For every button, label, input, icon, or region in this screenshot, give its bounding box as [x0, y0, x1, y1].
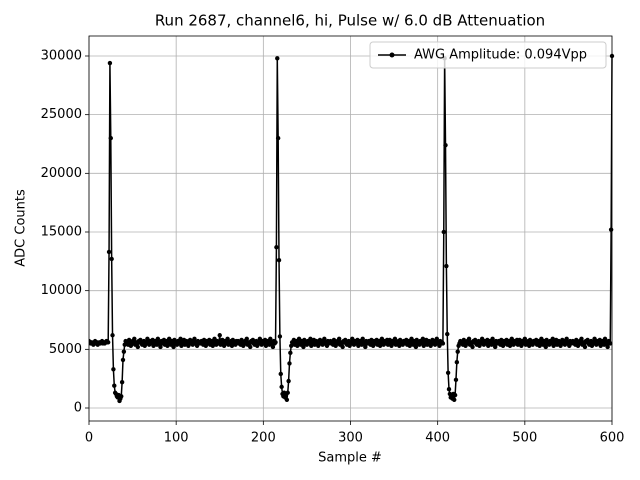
y-tick-label: 5000	[49, 342, 82, 357]
legend-box	[369, 41, 607, 69]
data-point	[275, 56, 280, 61]
data-point	[445, 331, 450, 337]
x-tick-label: 400	[425, 431, 450, 446]
data-point	[106, 249, 112, 255]
y-tick-label: 0	[74, 400, 82, 415]
data-point	[279, 384, 284, 390]
data-point	[192, 336, 197, 341]
data-point	[287, 361, 292, 366]
x-tick-label: 100	[164, 431, 189, 446]
data-point	[420, 336, 426, 341]
data-point	[155, 336, 161, 341]
data-point	[268, 336, 273, 341]
data-point	[360, 336, 365, 341]
y-tick-label: 15000	[41, 224, 82, 239]
data-point	[443, 142, 448, 148]
data-point	[285, 390, 290, 395]
data-point	[171, 344, 176, 350]
data-point	[454, 360, 460, 365]
x-tick-label: 200	[251, 431, 276, 446]
data-point	[178, 336, 183, 341]
data-point	[244, 336, 249, 341]
data-point	[110, 333, 115, 338]
data-point	[278, 371, 283, 377]
x-tick-label: 500	[512, 431, 537, 446]
data-point	[582, 344, 588, 350]
data-point	[105, 340, 111, 345]
data-point	[119, 379, 125, 385]
plot-frame	[88, 35, 613, 422]
data-point	[275, 135, 281, 141]
data-point	[490, 336, 495, 341]
data-point	[453, 377, 459, 383]
data-point	[277, 334, 283, 339]
data-point	[276, 257, 282, 263]
y-tick-label: 20000	[41, 166, 82, 181]
data-point	[452, 397, 457, 402]
data-point	[492, 344, 498, 350]
y-tick-label: 30000	[41, 48, 82, 63]
data-point	[392, 336, 398, 341]
x-tick-label: 300	[338, 431, 363, 446]
data-point	[441, 229, 446, 235]
legend-label: AWG Amplitude: 0.094Vpp	[414, 48, 587, 63]
data-point	[158, 344, 163, 350]
data-point	[466, 336, 472, 341]
data-point	[119, 394, 124, 399]
data-point	[111, 367, 116, 372]
data-point	[112, 383, 117, 388]
data-point	[608, 341, 613, 346]
data-point	[543, 344, 548, 350]
data-point	[608, 227, 614, 232]
x-axis-label: Sample #	[318, 451, 382, 466]
data-point	[248, 344, 253, 350]
data-point	[470, 344, 475, 350]
data-point	[286, 378, 291, 384]
legend-marker	[389, 52, 395, 58]
data-point	[522, 336, 528, 341]
data-point	[108, 135, 113, 141]
y-tick-label: 10000	[41, 283, 82, 298]
data-point	[564, 336, 569, 341]
data-point	[121, 349, 127, 354]
data-point	[446, 387, 452, 392]
data-point	[579, 336, 584, 341]
data-point	[322, 336, 327, 341]
data-point	[217, 333, 222, 338]
data-point	[273, 340, 278, 345]
data-point	[444, 263, 449, 269]
chart-title: Run 2687, channel6, hi, Pulse w/ 6.0 dB …	[155, 12, 545, 30]
data-point	[308, 336, 313, 341]
data-point	[455, 349, 460, 354]
data-point	[605, 344, 610, 350]
data-point	[120, 357, 126, 363]
data-point	[301, 344, 306, 350]
data-point	[434, 336, 439, 341]
data-point	[274, 245, 279, 250]
data-point	[440, 341, 446, 346]
data-point	[132, 336, 137, 341]
data-point	[225, 336, 230, 341]
data-point	[107, 60, 113, 66]
data-point	[452, 392, 458, 398]
x-tick-label: 600	[600, 431, 625, 446]
legend: AWG Amplitude: 0.094Vpp	[369, 41, 607, 69]
data-point	[550, 336, 555, 341]
data-point	[340, 344, 345, 350]
y-axis-label: ADC Counts	[14, 189, 29, 267]
data-point	[289, 343, 294, 349]
data-point	[336, 336, 342, 341]
data-point	[270, 344, 276, 350]
data-point	[284, 397, 290, 402]
y-tick-label: 25000	[41, 107, 82, 122]
data-point	[363, 344, 368, 350]
data-point	[288, 350, 293, 356]
data-point	[135, 344, 141, 350]
data-point	[602, 336, 608, 341]
data-point	[445, 370, 451, 375]
data-point	[109, 256, 114, 262]
x-tick-label: 0	[85, 431, 93, 446]
data-point	[413, 344, 419, 350]
